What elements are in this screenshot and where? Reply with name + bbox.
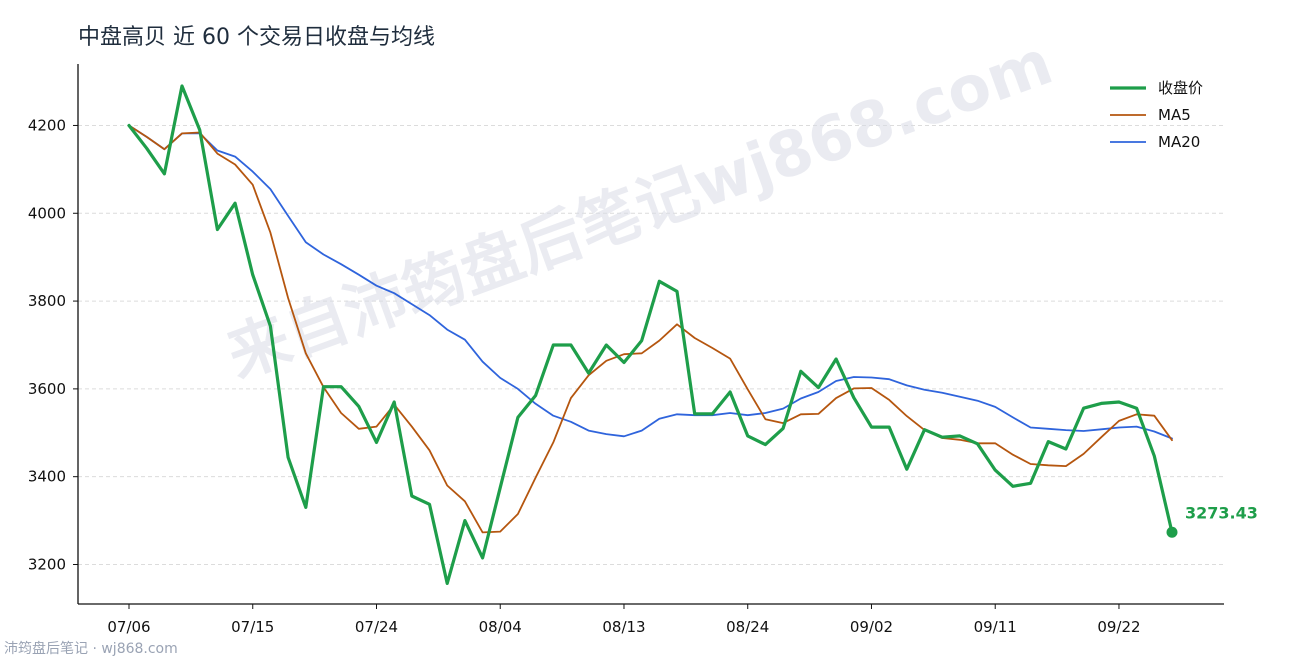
close-price-line (127, 84, 1174, 586)
legend-label: MA5 (1158, 106, 1191, 124)
y-tick-label: 3600 (28, 380, 66, 398)
y-tick-label: 3800 (28, 292, 66, 310)
axes: 3200 3400 3600 3800 4000 4200 07/06 07/15 07/24 0… (28, 64, 1224, 636)
chart-title: 中盘高贝 近 60 个交易日收盘与均线 (78, 25, 435, 50)
y-tick-label: 4000 (28, 204, 66, 222)
x-tick-label: 09/02 (850, 618, 893, 636)
watermark: 来自沛筠盘后笔记wj868.com (218, 25, 1062, 392)
legend-label: 收盘价 (1158, 79, 1203, 97)
ma5-line (128, 124, 1173, 534)
x-tick-label: 07/15 (231, 618, 274, 636)
x-tick-label: 09/11 (974, 618, 1017, 636)
ma20-line (128, 124, 1173, 440)
legend: 收盘价 MA5 MA20 (1110, 79, 1203, 151)
y-tick-label: 4200 (28, 116, 66, 134)
last-close-value-label: 3273.43 (1185, 503, 1258, 522)
series-lines: 3273.43 (127, 84, 1258, 586)
y-tick-label: 3400 (28, 468, 66, 486)
x-tick-label: 07/24 (355, 618, 398, 636)
legend-label: MA20 (1158, 133, 1200, 151)
footer-credit: 沛筠盘后笔记 · wj868.com (4, 640, 178, 657)
x-tick-label: 08/04 (479, 618, 522, 636)
y-tick-label: 3200 (28, 555, 66, 573)
x-tick-label: 07/06 (107, 618, 150, 636)
last-close-marker (1166, 526, 1178, 538)
x-tick-label: 08/24 (726, 618, 769, 636)
x-tick-label: 09/22 (1097, 618, 1140, 636)
x-tick-label: 08/13 (602, 618, 645, 636)
